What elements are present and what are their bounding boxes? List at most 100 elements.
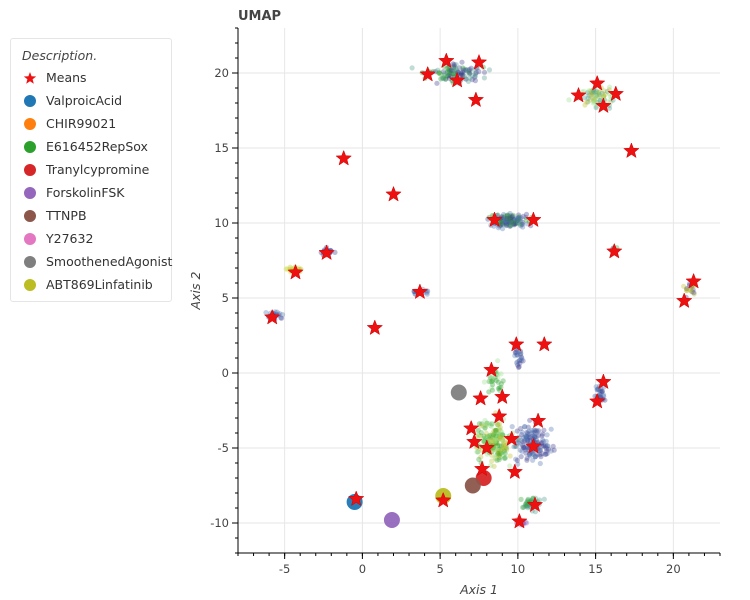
data-point xyxy=(424,291,430,297)
data-point xyxy=(594,92,600,98)
data-point xyxy=(514,352,520,358)
data-point xyxy=(522,424,528,430)
data-point xyxy=(498,218,505,224)
mean-star xyxy=(685,272,702,289)
data-point xyxy=(493,452,500,458)
data-point xyxy=(597,98,603,104)
data-point xyxy=(467,70,473,76)
data-point xyxy=(514,220,521,226)
data-point xyxy=(491,446,497,452)
data-point xyxy=(489,435,496,441)
data-point xyxy=(529,427,535,433)
data-point xyxy=(503,221,509,227)
data-point xyxy=(496,457,502,463)
data-point xyxy=(601,393,607,399)
y-tick-label: 10 xyxy=(214,216,229,230)
data-point xyxy=(504,220,510,226)
data-point xyxy=(458,72,464,78)
data-point xyxy=(492,441,498,447)
data-point xyxy=(509,219,515,225)
data-point xyxy=(591,89,597,95)
chart-title: UMAP xyxy=(238,9,281,24)
data-point xyxy=(490,432,496,438)
cluster-points xyxy=(263,59,697,528)
data-point xyxy=(447,69,453,75)
data-point xyxy=(530,433,537,439)
data-point xyxy=(453,62,459,68)
data-point xyxy=(513,215,519,221)
data-point xyxy=(522,434,528,440)
data-point xyxy=(475,427,481,433)
data-point xyxy=(524,520,530,526)
data-point xyxy=(512,353,518,359)
data-point xyxy=(527,434,533,440)
data-point xyxy=(523,211,530,217)
data-point xyxy=(499,221,505,227)
data-point xyxy=(489,387,495,393)
legend-circle-swatch xyxy=(24,141,36,153)
data-point xyxy=(601,88,607,94)
data-point xyxy=(525,496,531,502)
data-point xyxy=(566,97,572,103)
data-point xyxy=(492,431,498,437)
x-tick-label: -5 xyxy=(279,562,290,576)
data-point xyxy=(436,70,442,76)
data-point xyxy=(494,434,500,440)
data-point xyxy=(489,378,495,385)
data-point xyxy=(532,434,538,440)
data-point xyxy=(535,432,542,439)
data-point xyxy=(279,312,286,318)
data-point xyxy=(524,503,530,509)
data-point xyxy=(600,392,607,398)
data-point xyxy=(492,439,498,445)
data-point xyxy=(548,448,554,454)
data-point xyxy=(499,449,505,455)
legend-item: TTNPB xyxy=(11,205,171,227)
data-point xyxy=(409,65,415,71)
data-point xyxy=(442,70,448,77)
data-point xyxy=(522,447,528,453)
data-point xyxy=(441,72,447,78)
mean-star xyxy=(473,460,491,477)
data-point xyxy=(492,427,498,433)
data-point xyxy=(435,67,441,73)
data-point xyxy=(498,428,504,434)
data-point xyxy=(493,427,499,433)
data-point xyxy=(586,88,592,94)
data-point xyxy=(493,438,499,444)
data-point xyxy=(472,73,478,79)
data-point xyxy=(525,505,531,511)
data-point xyxy=(473,70,479,76)
data-point xyxy=(534,437,540,443)
mean-star xyxy=(467,91,485,108)
data-point xyxy=(543,443,549,449)
data-point xyxy=(497,435,503,442)
data-point xyxy=(445,73,451,79)
data-point xyxy=(534,451,541,457)
data-point xyxy=(519,221,525,227)
data-point xyxy=(499,429,505,435)
legend-label: Y27632 xyxy=(46,231,94,246)
data-point xyxy=(518,218,524,224)
data-point xyxy=(525,497,531,503)
data-point xyxy=(518,354,525,360)
legend-circle-swatch xyxy=(24,256,36,268)
data-point xyxy=(465,78,471,84)
data-point xyxy=(516,364,522,370)
data-point xyxy=(516,215,522,221)
legend-star-swatch xyxy=(23,72,37,84)
data-point xyxy=(497,443,503,449)
data-point xyxy=(532,427,538,433)
data-point xyxy=(492,439,498,445)
data-point xyxy=(520,213,526,219)
data-point xyxy=(491,434,497,441)
data-point xyxy=(448,67,454,73)
data-point xyxy=(466,69,472,76)
data-point xyxy=(516,358,523,364)
data-point xyxy=(536,497,543,503)
data-point xyxy=(493,377,499,384)
data-point xyxy=(687,287,693,293)
data-point xyxy=(463,66,469,72)
data-point xyxy=(495,422,501,428)
